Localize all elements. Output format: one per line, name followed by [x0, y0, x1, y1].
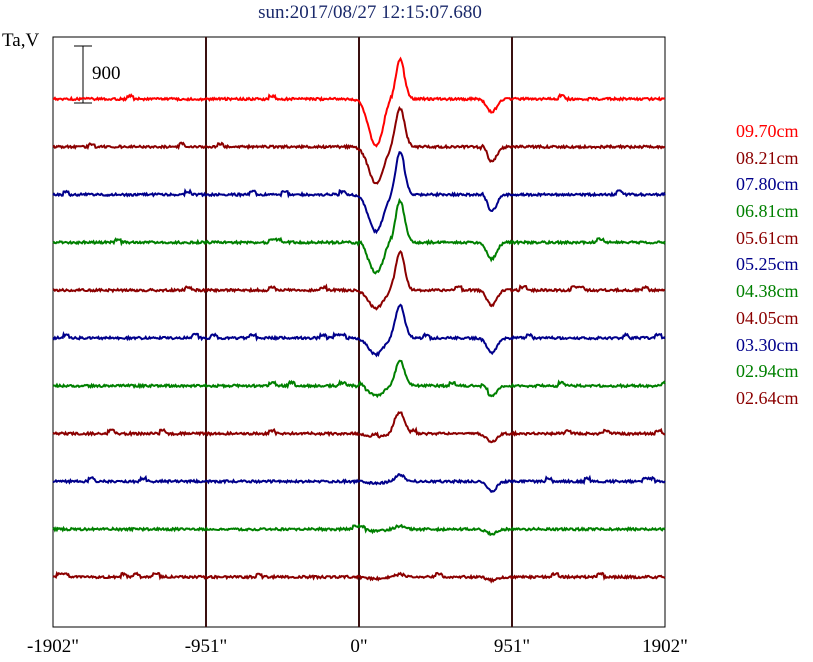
x-tick-label: -951" — [184, 636, 228, 657]
legend: 09.70cm 08.21cm 07.80cm 06.81cm 05.61cm 05.25… — [736, 118, 813, 412]
series-line-05.61cm — [52, 249, 666, 311]
legend-entry: 04.05cm — [736, 307, 799, 328]
legend-entry: 05.25cm — [736, 254, 799, 275]
y-axis-label: Ta,V — [2, 30, 40, 51]
scale-bar-label: 900 — [92, 63, 121, 84]
series-line-02.94cm — [52, 523, 666, 537]
legend-entry: 03.30cm — [736, 334, 799, 355]
legend-entry: 08.21cm — [736, 147, 799, 168]
x-tick-label: 951" — [493, 636, 531, 657]
series-line-06.81cm — [52, 197, 666, 275]
legend-entry: 06.81cm — [736, 201, 799, 222]
series-line-08.21cm — [52, 105, 666, 185]
legend-entry: 05.61cm — [736, 227, 799, 248]
legend-entry: 07.80cm — [736, 174, 799, 195]
legend-entry: 04.38cm — [736, 281, 799, 302]
legend-entry: 09.70cm — [736, 121, 799, 141]
series-line-05.25cm — [52, 303, 666, 358]
chart-title: sun:2017/08/27 12:15:07.680 — [258, 2, 482, 23]
series-line-03.30cm — [52, 473, 666, 494]
x-tick-label: 0" — [350, 636, 368, 657]
series-line-04.38cm — [52, 359, 666, 399]
x-tick-label: 1902" — [642, 636, 688, 657]
legend-entry: 02.64cm — [736, 387, 799, 408]
series-line-09.70cm — [52, 56, 666, 148]
x-tick-label: -1902" — [26, 636, 80, 657]
legend-entry: 02.94cm — [736, 361, 799, 382]
series-line-02.64cm — [52, 570, 666, 584]
series-line-07.80cm — [52, 150, 666, 235]
series-line-04.05cm — [52, 411, 666, 444]
